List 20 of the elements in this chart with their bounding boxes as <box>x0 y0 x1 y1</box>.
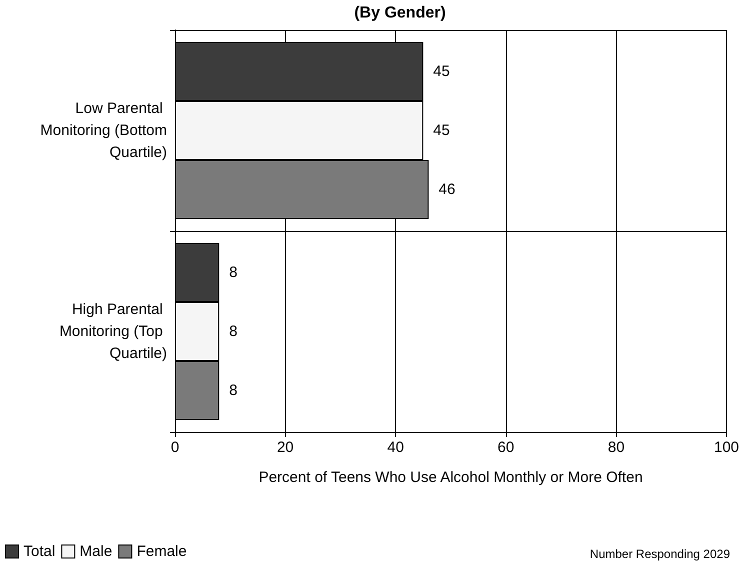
x-tick-label: 100 <box>714 439 739 456</box>
data-label: 45 <box>433 122 450 139</box>
x-tick-label: 80 <box>608 439 625 456</box>
x-tick-label: 0 <box>170 439 180 456</box>
data-label: 8 <box>229 382 238 399</box>
x-axis-title: Percent of Teens Who Use Alcohol Monthly or More Often <box>258 469 643 486</box>
legend-label: Total <box>24 543 56 560</box>
data-label: 46 <box>438 180 456 198</box>
text: Number Responding 2029 <box>590 547 730 561</box>
chart-title: (By Gender) <box>354 4 446 22</box>
y-tick-label: High Parental Monitoring (Top Quartile) <box>59 301 167 362</box>
data-label: 8 <box>229 264 238 282</box>
x-tick-label: 40 <box>387 439 404 456</box>
data-label: 45 <box>433 63 450 80</box>
x-tick-label: 20 <box>276 439 294 456</box>
y-tick-label: Low Parental Monitoring (Bottom Quartile) <box>40 100 167 161</box>
legend-label: Male <box>80 543 112 560</box>
x-tick-label: 60 <box>498 439 514 456</box>
data-label: 8 <box>229 323 238 340</box>
legend-label: Female <box>136 543 187 560</box>
